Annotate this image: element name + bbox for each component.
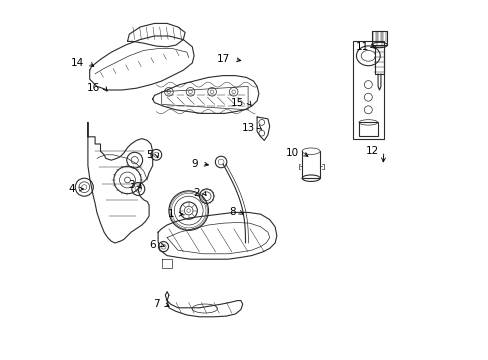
Text: 17: 17 xyxy=(216,54,230,64)
Text: 3: 3 xyxy=(128,180,134,190)
Text: 16: 16 xyxy=(87,83,101,93)
Text: 13: 13 xyxy=(242,123,255,133)
Text: 15: 15 xyxy=(231,98,244,108)
Bar xyxy=(352,41,384,139)
Text: 8: 8 xyxy=(228,207,235,217)
Text: 14: 14 xyxy=(71,58,84,68)
Text: 5: 5 xyxy=(146,150,152,160)
Text: 2: 2 xyxy=(192,188,199,198)
Bar xyxy=(371,31,386,45)
Text: 9: 9 xyxy=(191,159,197,169)
Bar xyxy=(358,122,377,136)
Text: 12: 12 xyxy=(366,146,379,156)
Text: 4: 4 xyxy=(68,184,75,194)
Text: 6: 6 xyxy=(149,240,156,250)
Text: 7: 7 xyxy=(153,299,160,309)
Text: 11: 11 xyxy=(355,42,368,52)
Text: 10: 10 xyxy=(285,148,298,158)
Text: 1: 1 xyxy=(167,209,174,219)
